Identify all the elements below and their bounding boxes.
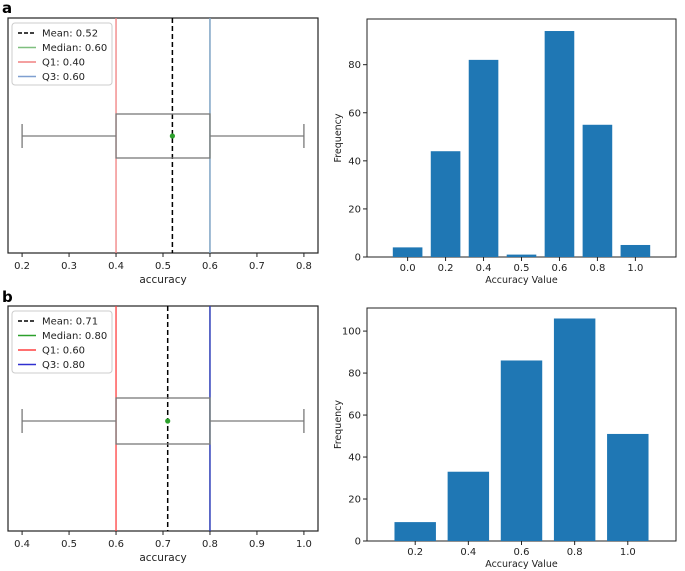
- a-hist-bar-0.0: [392, 247, 423, 257]
- a-hist-xtick-label: 0.2: [438, 263, 454, 274]
- a-hist-bar-0.6: [544, 31, 575, 257]
- b-box-xtick-label: 0.6: [108, 539, 124, 550]
- a-box-mean-marker: [169, 133, 175, 139]
- a-box-xtick-label: 0.2: [14, 261, 30, 272]
- b-hist-xtick-label: 0.8: [567, 547, 583, 558]
- b-box-xtick-label: 0.4: [14, 539, 30, 550]
- a-hist-bar-0.4: [468, 59, 499, 258]
- a-box-xtick-label: 0.8: [296, 261, 312, 272]
- a-box-xtick-label: 0.4: [108, 261, 124, 272]
- a-box-xtick-label: 0.7: [249, 261, 265, 272]
- b-hist-xlabel: Accuracy Value: [485, 559, 558, 570]
- a-box-legend-label: Q1: 0.40: [42, 58, 85, 69]
- b-hist-xtick-label: 1.0: [620, 547, 636, 558]
- b-box-legend-label: Q1: 0.60: [42, 346, 85, 357]
- boxplot-a: 0.2 0.3 0.4 0.5 0.6 0.7 0.8 accuracy Mean: 0.52 M…: [7, 17, 319, 286]
- a-box-legend-label: Q3: 0.60: [42, 72, 85, 83]
- b-box-xtick-label: 0.8: [202, 539, 218, 550]
- a-box-xlabel: accuracy: [139, 274, 186, 286]
- a-hist-ytick-label: 80: [348, 60, 361, 71]
- b-hist-bar-0.2: [394, 522, 436, 541]
- b-hist-ytick-label: 60: [348, 411, 361, 422]
- a-hist-bar-0.8: [582, 124, 613, 258]
- b-box-legend-label: Median: 0.80: [42, 331, 107, 342]
- b-hist-xtick-label: 0.4: [460, 547, 476, 558]
- a-box-xtick-label: 0.6: [202, 261, 218, 272]
- b-hist-bar-0.8: [553, 318, 596, 541]
- b-hist-xtick-label: 0.2: [407, 547, 423, 558]
- a-hist-axes-frame: [366, 18, 677, 258]
- b-hist-bar-1.0: [607, 433, 649, 541]
- a-hist-xtick-label: 0.8: [589, 263, 605, 274]
- a-hist-bar-0.5: [506, 254, 537, 257]
- b-box-xtick-label: 0.7: [155, 539, 171, 550]
- b-box-xtick-label: 0.5: [61, 539, 77, 550]
- panel-label-b: b: [2, 288, 13, 306]
- b-box-mean-marker: [165, 418, 171, 424]
- a-hist-bar-1.0: [620, 244, 651, 257]
- b-box-legend-label: Mean: 0.71: [42, 317, 98, 328]
- a-hist-ytick-label: 0: [355, 253, 361, 264]
- histogram-a: 0.0 0.2 0.4 0.5 0.6 0.8 1.0 0 20 40 60 80 Accuracy V…: [333, 18, 677, 286]
- a-box-legend-label: Mean: 0.52: [42, 29, 98, 40]
- b-hist-ylabel: Frequency: [333, 400, 344, 449]
- b-hist-ytick-label: 40: [348, 453, 361, 464]
- a-hist-ytick-label: 60: [348, 108, 361, 119]
- b-box-xtick-label: 0.9: [249, 539, 265, 550]
- a-box-xtick-label: 0.5: [155, 261, 171, 272]
- a-box-legend-box: [11, 22, 113, 86]
- a-box-iqr-box: [115, 113, 211, 159]
- a-hist-xtick-label: 1.0: [627, 263, 643, 274]
- b-hist-ytick-label: 100: [342, 327, 361, 338]
- b-box-legend-label: Q3: 0.80: [42, 360, 85, 371]
- b-hist-bar-0.4: [447, 471, 490, 541]
- a-hist-xtick-label: 0.5: [514, 263, 530, 274]
- b-hist-xtick-label: 0.6: [514, 547, 530, 558]
- histogram-b: 0.2 0.4 0.6 0.8 1.0 0 20 40 60 80 100 Accuracy Valu…: [333, 307, 677, 570]
- a-hist-xtick-label: 0.6: [552, 263, 568, 274]
- b-hist-ytick-label: 80: [348, 369, 361, 380]
- b-box-xlabel: accuracy: [139, 552, 186, 564]
- a-hist-ylabel: Frequency: [333, 113, 344, 162]
- b-box-xtick-label: 1.0: [296, 539, 312, 550]
- a-hist-ytick-label: 20: [348, 204, 361, 215]
- a-hist-ytick-label: 40: [348, 156, 361, 167]
- a-hist-xtick-label: 0.4: [476, 263, 492, 274]
- a-box-xtick-label: 0.3: [61, 261, 77, 272]
- b-box-iqr-box: [115, 397, 211, 445]
- b-hist-ytick-label: 20: [348, 495, 361, 506]
- b-hist-bar-0.6: [500, 360, 543, 541]
- a-hist-xlabel: Accuracy Value: [485, 275, 558, 286]
- boxplot-b: 0.4 0.5 0.6 0.7 0.8 0.9 1.0 accuracy Mean: 0.71 M…: [7, 305, 319, 564]
- a-hist-xtick-label: 0.0: [400, 263, 416, 274]
- b-box-legend-box: [11, 310, 113, 374]
- b-hist-ytick-label: 0: [355, 537, 361, 548]
- panel-label-a: a: [2, 0, 12, 17]
- a-box-legend-label: Median: 0.60: [42, 43, 107, 54]
- a-hist-bar-0.2: [430, 151, 461, 257]
